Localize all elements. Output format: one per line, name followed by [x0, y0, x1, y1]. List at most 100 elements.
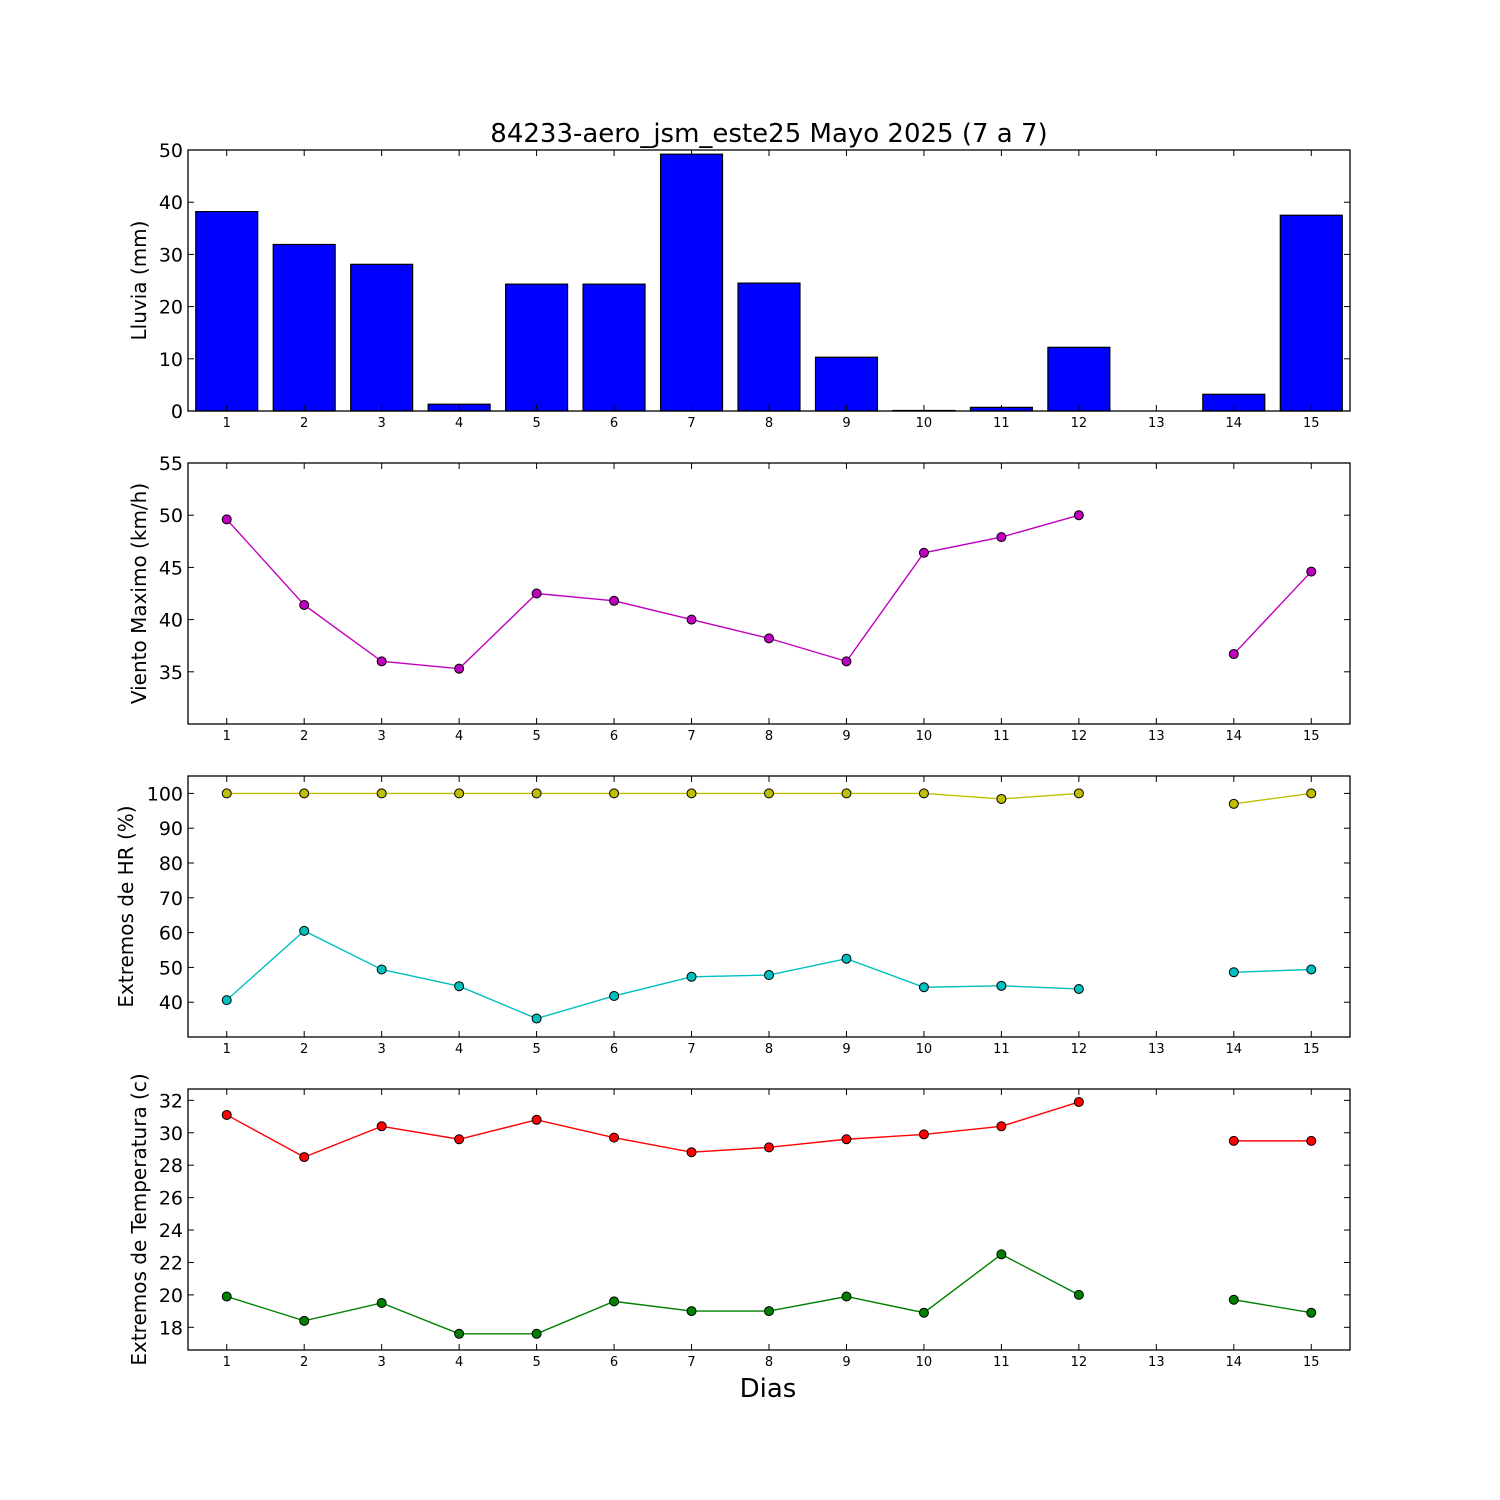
series-1-line-1: [226, 792, 1079, 800]
series-2-point-day-15: [1306, 1307, 1317, 1318]
x-tick-label-8: 8: [765, 1355, 773, 1370]
x-tick-label-13: 13: [1148, 416, 1165, 431]
x-tick-label-2: 2: [300, 729, 308, 744]
x-tick-label-5: 5: [532, 1355, 540, 1370]
series-1-point-day-3: [376, 656, 387, 667]
x-tick-label-4: 4: [455, 729, 463, 744]
y-tick-label-32: 32: [159, 1090, 183, 1112]
y-tick-label-50: 50: [159, 140, 183, 162]
y-tick-label-35: 35: [159, 662, 183, 684]
series-1-point-day-12: [1073, 510, 1084, 521]
series-1-point-day-3: [376, 788, 387, 799]
series-1-point-day-6: [609, 788, 620, 799]
series-2-point-day-3: [376, 964, 387, 975]
bar-day-2: [272, 243, 336, 412]
y-tick-label-26: 26: [159, 1188, 183, 1210]
x-tick-label-12: 12: [1071, 1355, 1088, 1370]
series-2-point-day-10: [918, 1307, 929, 1318]
series-2-line-2: [1233, 968, 1312, 973]
series-1-point-day-6: [609, 1132, 620, 1143]
bar-day-15: [1279, 214, 1343, 412]
series-1-point-day-5: [531, 788, 542, 799]
y-tick-label-24: 24: [159, 1220, 183, 1242]
series-1-point-day-7: [686, 614, 697, 625]
y-axis-label: Extremos de Temperatura (c): [127, 1073, 151, 1365]
x-tick-label-14: 14: [1226, 416, 1243, 431]
x-tick-label-7: 7: [687, 416, 695, 431]
y-tick-label-20: 20: [159, 1285, 183, 1307]
x-tick-label-3: 3: [378, 1042, 386, 1057]
y-axis-label: Lluvia (mm): [127, 221, 151, 341]
series-2-point-day-7: [686, 971, 697, 982]
y-tick-label-45: 45: [159, 557, 183, 579]
series-1-point-day-10: [918, 1129, 929, 1140]
series-2-point-day-3: [376, 1297, 387, 1308]
bar-day-3: [350, 263, 414, 412]
x-tick-label-8: 8: [765, 729, 773, 744]
x-tick-label-10: 10: [916, 416, 933, 431]
series-1-point-day-11: [996, 1121, 1007, 1132]
y-tick-label-50: 50: [159, 957, 183, 979]
x-tick-label-14: 14: [1226, 1355, 1243, 1370]
series-1-point-day-9: [841, 656, 852, 667]
series-1-line-2: [1233, 792, 1312, 805]
bar-day-5: [505, 283, 569, 412]
x-tick-label-1: 1: [223, 1042, 231, 1057]
series-2-point-day-15: [1306, 964, 1317, 975]
x-tick-label-10: 10: [916, 1042, 933, 1057]
x-tick-label-5: 5: [532, 416, 540, 431]
x-tick-label-8: 8: [765, 416, 773, 431]
y-tick-label-30: 30: [159, 244, 183, 266]
y-tick-label-60: 60: [159, 923, 183, 945]
x-tick-label-15: 15: [1303, 416, 1320, 431]
series-2-point-day-10: [918, 982, 929, 993]
series-1-point-day-1: [221, 788, 232, 799]
x-tick-label-5: 5: [532, 1042, 540, 1057]
y-tick-label-80: 80: [159, 853, 183, 875]
series-1-point-day-2: [299, 788, 310, 799]
series-2-point-day-12: [1073, 1289, 1084, 1300]
x-tick-label-9: 9: [842, 1042, 850, 1057]
x-tick-label-10: 10: [916, 729, 933, 744]
x-tick-label-4: 4: [455, 416, 463, 431]
y-tick-label-40: 40: [159, 992, 183, 1014]
series-2-point-day-6: [609, 990, 620, 1001]
series-2-point-day-9: [841, 1291, 852, 1302]
series-1-point-day-15: [1306, 788, 1317, 799]
x-tick-label-6: 6: [610, 1355, 618, 1370]
x-tick-label-15: 15: [1303, 729, 1320, 744]
series-2-point-day-8: [764, 1306, 774, 1317]
series-2-point-day-11: [996, 1249, 1007, 1260]
series-2-point-day-14: [1228, 967, 1239, 978]
series-1-point-day-14: [1228, 649, 1239, 660]
x-tick-label-3: 3: [378, 416, 386, 431]
series-1-point-day-4: [454, 788, 465, 799]
series-2-point-day-5: [531, 1013, 542, 1024]
x-tick-label-9: 9: [842, 416, 850, 431]
x-tick-label-13: 13: [1148, 729, 1165, 744]
series-1-line-2: [1233, 571, 1312, 655]
series-1-point-day-15: [1306, 1135, 1317, 1146]
y-tick-label-55: 55: [159, 453, 183, 475]
series-1-point-day-5: [531, 1114, 542, 1125]
figure-title: 84233-aero_jsm_este25 Mayo 2025 (7 a 7): [490, 119, 1047, 149]
x-tick-label-11: 11: [993, 729, 1010, 744]
x-tick-label-7: 7: [687, 729, 695, 744]
series-2-point-day-4: [454, 1328, 465, 1339]
x-tick-label-4: 4: [455, 1042, 463, 1057]
y-tick-label-20: 20: [159, 297, 183, 319]
x-axis-label: Dias: [740, 1374, 797, 1404]
x-tick-label-1: 1: [223, 729, 231, 744]
x-tick-label-7: 7: [687, 1042, 695, 1057]
series-1-line-1: [226, 514, 1080, 670]
chart-panel-3: 1 2 3 4 5 6 7 8 9 10 11 12 13 14 15405060708090100Extr…: [114, 775, 1351, 1057]
bar-day-7: [659, 153, 724, 412]
x-tick-label-1: 1: [223, 1355, 231, 1370]
series-1-point-day-11: [996, 532, 1007, 543]
series-2-line-1: [226, 1253, 1080, 1335]
series-2-point-day-12: [1073, 983, 1084, 994]
x-tick-label-13: 13: [1148, 1355, 1165, 1370]
